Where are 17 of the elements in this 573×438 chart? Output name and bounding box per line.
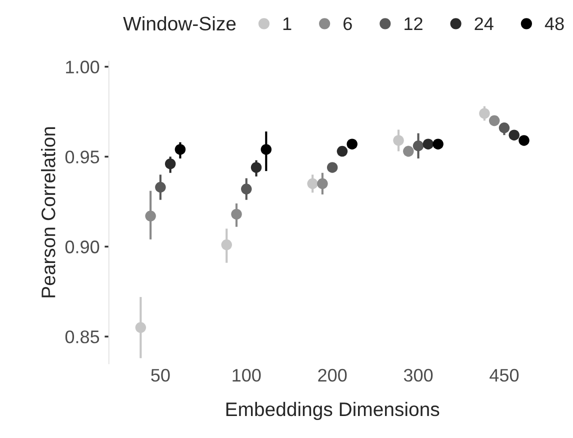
x-tick-label: 200 (318, 368, 347, 382)
x-tick-label: 100 (232, 368, 261, 382)
x-axis-title: Embeddings Dimensions (226, 402, 440, 420)
y-axis-title: Pearson Correlation (41, 127, 56, 298)
legend-label: 24 (474, 17, 494, 30)
legend-label: 12 (404, 17, 422, 30)
y-tick-label: 0.95 (65, 150, 100, 164)
legend-label: 1 (283, 18, 292, 30)
y-tick-label: 0.90 (65, 240, 100, 254)
y-tick-label: 0.85 (65, 330, 100, 344)
legend-title: Window-Size (123, 16, 236, 31)
x-tick-label: 450 (490, 368, 519, 382)
legend-label: 48 (544, 17, 564, 30)
y-tick-label: 1.00 (66, 60, 100, 74)
legend-label: 6 (344, 17, 352, 30)
x-tick-label: 50 (151, 368, 170, 382)
x-tick-label: 300 (404, 368, 433, 382)
